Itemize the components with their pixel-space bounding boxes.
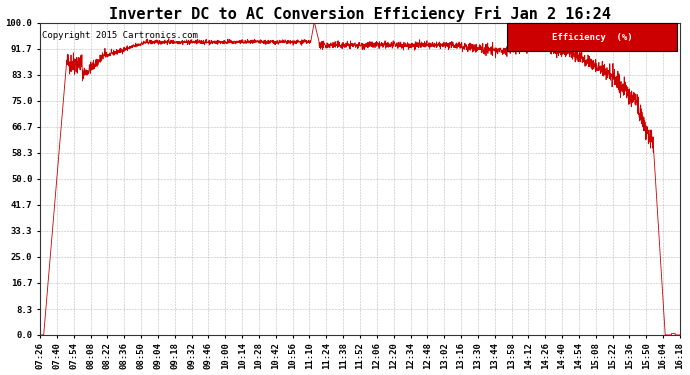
Text: Efficiency  (%): Efficiency (%) — [551, 33, 632, 42]
Text: Copyright 2015 Cartronics.com: Copyright 2015 Cartronics.com — [42, 30, 198, 39]
Title: Inverter DC to AC Conversion Efficiency Fri Jan 2 16:24: Inverter DC to AC Conversion Efficiency … — [109, 6, 611, 21]
FancyBboxPatch shape — [507, 23, 677, 51]
